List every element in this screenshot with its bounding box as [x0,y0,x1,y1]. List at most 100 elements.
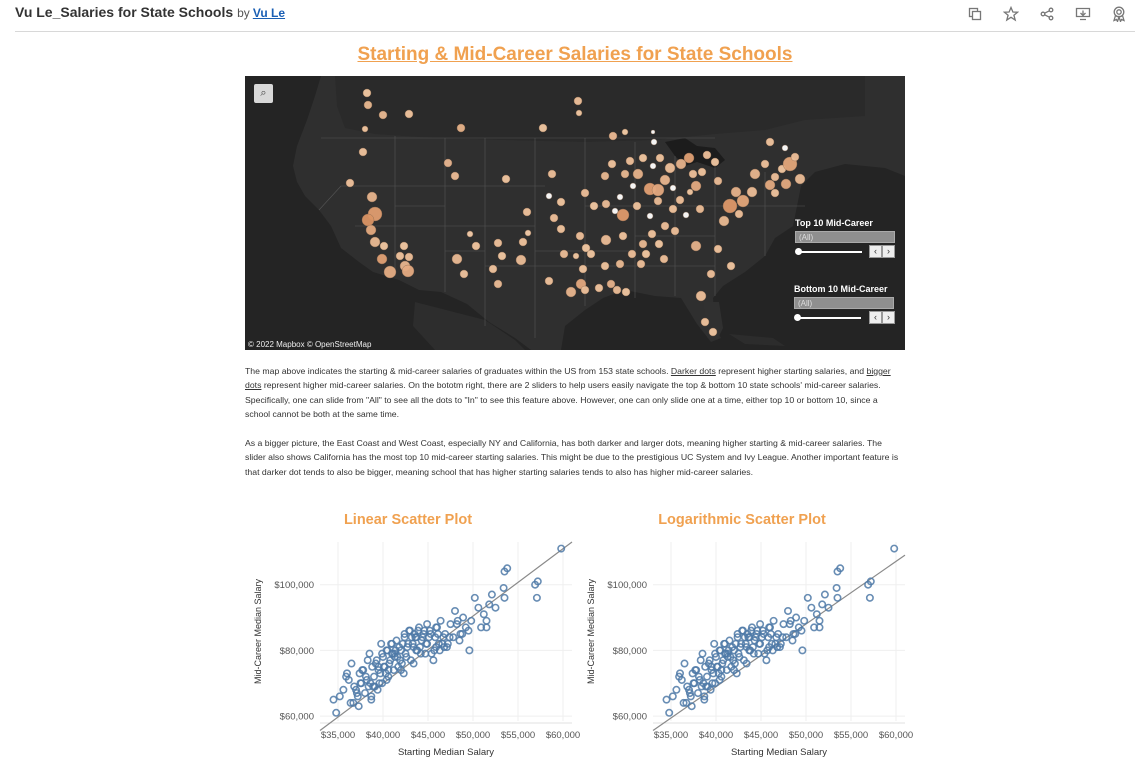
school-dot [601,199,611,209]
school-dot [646,212,654,220]
school-dot [690,240,702,252]
badge-icon[interactable] [1108,5,1130,23]
data-point [723,652,732,661]
school-dot [538,123,548,133]
data-point [432,643,441,652]
school-dot [363,100,373,110]
data-point [361,689,370,698]
school-dot [638,153,648,163]
school-dot [616,193,624,201]
y-tick-label: $100,000 [274,580,314,591]
x-tick-label: $50,000 [789,730,823,741]
top10-slider[interactable]: ‹ › [795,245,899,259]
data-point [384,666,393,675]
data-point [370,672,379,681]
bottom10-slider-knob[interactable] [794,314,801,321]
data-point [706,685,715,694]
school-dot [606,279,616,289]
top10-next-button[interactable]: › [882,245,895,258]
x-tick-label: $60,000 [879,730,913,741]
school-dot [578,264,588,274]
school-dot [621,128,629,136]
school-dot [547,169,557,179]
linear-scatter-plot[interactable]: $35,000 $40,000 $45,000 $50,000 $55,000 $60,0… [245,538,580,760]
data-point [890,544,899,553]
data-point [665,708,674,717]
data-point [662,695,671,704]
data-point [679,698,688,707]
top10-slider-knob[interactable] [795,248,802,255]
author-link[interactable]: Vu Le [252,6,286,20]
school-dot [764,179,776,191]
map-attribution: © 2022 Mapbox © OpenStreetMap [248,340,372,349]
bottom10-filter: Bottom 10 Mid-Career (All) ‹ › [794,284,898,325]
salary-map[interactable]: ⌕ © 2022 Mapbox © OpenStreetMap Top 10 M… [245,76,905,350]
bottom10-prev-button[interactable]: ‹ [869,311,882,324]
school-dot [670,226,680,236]
data-point [449,633,458,642]
p1-text-2: represent higher starting salaries, and [715,366,867,376]
y-axis-title: Mid-Career Median Salary [253,578,263,684]
x-tick-label: $45,000 [744,730,778,741]
data-point [455,636,464,645]
school-dot [573,96,583,106]
school-dot [655,153,665,163]
school-dot [518,237,528,247]
data-point [388,639,397,648]
data-point [815,616,824,625]
bottom10-next-button[interactable]: › [882,311,895,324]
school-dot [616,208,630,222]
linear-plot-title: Linear Scatter Plot [343,512,473,528]
download-icon[interactable] [1072,5,1094,23]
data-point [477,623,486,632]
top10-filter-select[interactable]: (All) [795,231,895,243]
data-point [366,679,375,688]
data-point [379,652,388,661]
map-canvas[interactable] [245,76,905,350]
school-dot [686,188,694,196]
school-dot [361,125,369,133]
data-point [453,616,462,625]
data-point [500,593,509,602]
school-dot [556,197,566,207]
x-tick-label: $35,000 [321,730,355,741]
copy-icon[interactable] [964,5,986,23]
school-dot [611,207,619,215]
data-point [532,593,541,602]
data-point [557,544,566,553]
land-north-america [245,76,905,350]
bottom10-slider-track[interactable] [797,317,861,319]
data-point [365,649,374,658]
data-point [329,695,338,704]
search-icon[interactable]: ⌕ [254,84,273,103]
data-point [742,659,751,668]
school-dot [675,195,685,205]
school-dot [700,317,710,327]
school-dot [770,172,780,182]
data-point [721,639,730,648]
school-dot [615,259,625,269]
data-point [698,649,707,658]
share-icon[interactable] [1036,5,1058,23]
data-point [782,633,791,642]
data-point [350,682,359,691]
log-scatter-plot[interactable]: $35,000 $40,000 $45,000 $50,000 $55,000 $60,0… [578,538,913,760]
description-paragraph-2: As a bigger picture, the East Coast and … [245,438,899,477]
data-point [742,643,751,652]
top10-slider-track[interactable] [798,251,862,253]
data-point [408,639,417,648]
data-point [361,672,370,681]
data-point [741,639,750,648]
data-point [346,698,355,707]
data-point [377,639,386,648]
bottom10-slider[interactable]: ‹ › [794,311,898,325]
school-dot [404,252,414,262]
school-dot [549,213,559,223]
x-tick-label: $50,000 [456,730,490,741]
top10-prev-button[interactable]: ‹ [869,245,882,258]
data-point [812,610,821,619]
bottom10-filter-select[interactable]: (All) [794,297,894,309]
star-icon[interactable] [1000,5,1022,23]
x-tick-label: $40,000 [366,730,400,741]
school-dot [710,157,720,167]
